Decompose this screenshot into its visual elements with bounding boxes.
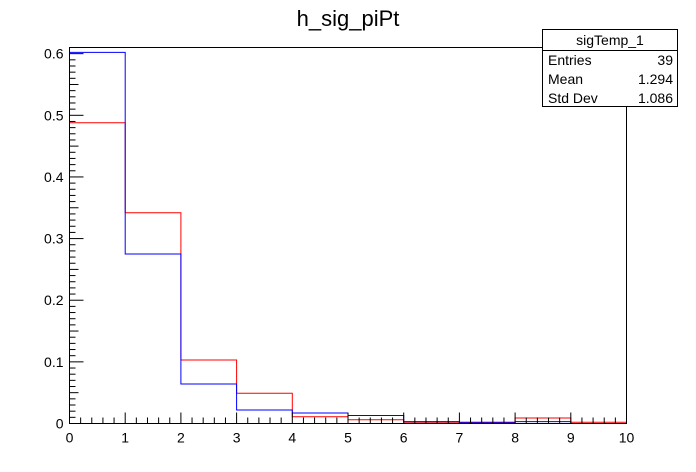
x-tick-label: 8 bbox=[511, 430, 519, 446]
x-axis: 0 1 2 3 4 5 6 7 8 9 10 bbox=[66, 412, 635, 446]
stats-label: Std Dev bbox=[548, 90, 598, 106]
x-tick-label: 4 bbox=[288, 430, 296, 446]
histogram-series-0 bbox=[69, 122, 627, 424]
stats-value: 39 bbox=[657, 52, 673, 68]
y-tick-label: 0.3 bbox=[44, 231, 64, 247]
x-tick-label: 7 bbox=[456, 430, 464, 446]
stats-box-title: sigTemp_1 bbox=[543, 30, 677, 51]
stats-label: Mean bbox=[548, 71, 584, 87]
y-tick-label: 0.2 bbox=[44, 292, 64, 308]
x-tick-label: 2 bbox=[177, 430, 185, 446]
stats-row-stddev: Std Dev 1.086 bbox=[543, 89, 677, 108]
histogram-line bbox=[69, 122, 627, 424]
y-tick-label: 0.4 bbox=[44, 169, 64, 185]
stats-label: Entries bbox=[548, 52, 592, 68]
x-tick-label: 5 bbox=[344, 430, 352, 446]
x-tick-label: 6 bbox=[400, 430, 408, 446]
stats-value: 1.294 bbox=[637, 71, 673, 87]
stats-value: 1.086 bbox=[637, 90, 673, 106]
x-tick-label: 9 bbox=[567, 430, 575, 446]
x-tick-label: 0 bbox=[66, 430, 74, 446]
y-tick-label: 0 bbox=[56, 416, 64, 432]
stats-row-mean: Mean 1.294 bbox=[543, 70, 677, 89]
y-axis: 0 0.1 0.2 0.3 0.4 0.5 0.6 bbox=[44, 46, 84, 432]
y-tick-label: 0.5 bbox=[44, 107, 64, 123]
chart-title: h_sig_piPt bbox=[296, 6, 400, 31]
x-tick-label: 10 bbox=[619, 430, 635, 446]
x-tick-label: 1 bbox=[121, 430, 129, 446]
histogram-line bbox=[69, 51, 627, 424]
stats-row-entries: Entries 39 bbox=[543, 51, 677, 70]
x-tick-label: 3 bbox=[233, 430, 241, 446]
y-tick-label: 0.6 bbox=[44, 46, 64, 62]
y-tick-label: 0.1 bbox=[44, 354, 64, 370]
stats-box: sigTemp_1 Entries 39 Mean 1.294 Std Dev … bbox=[542, 29, 678, 107]
